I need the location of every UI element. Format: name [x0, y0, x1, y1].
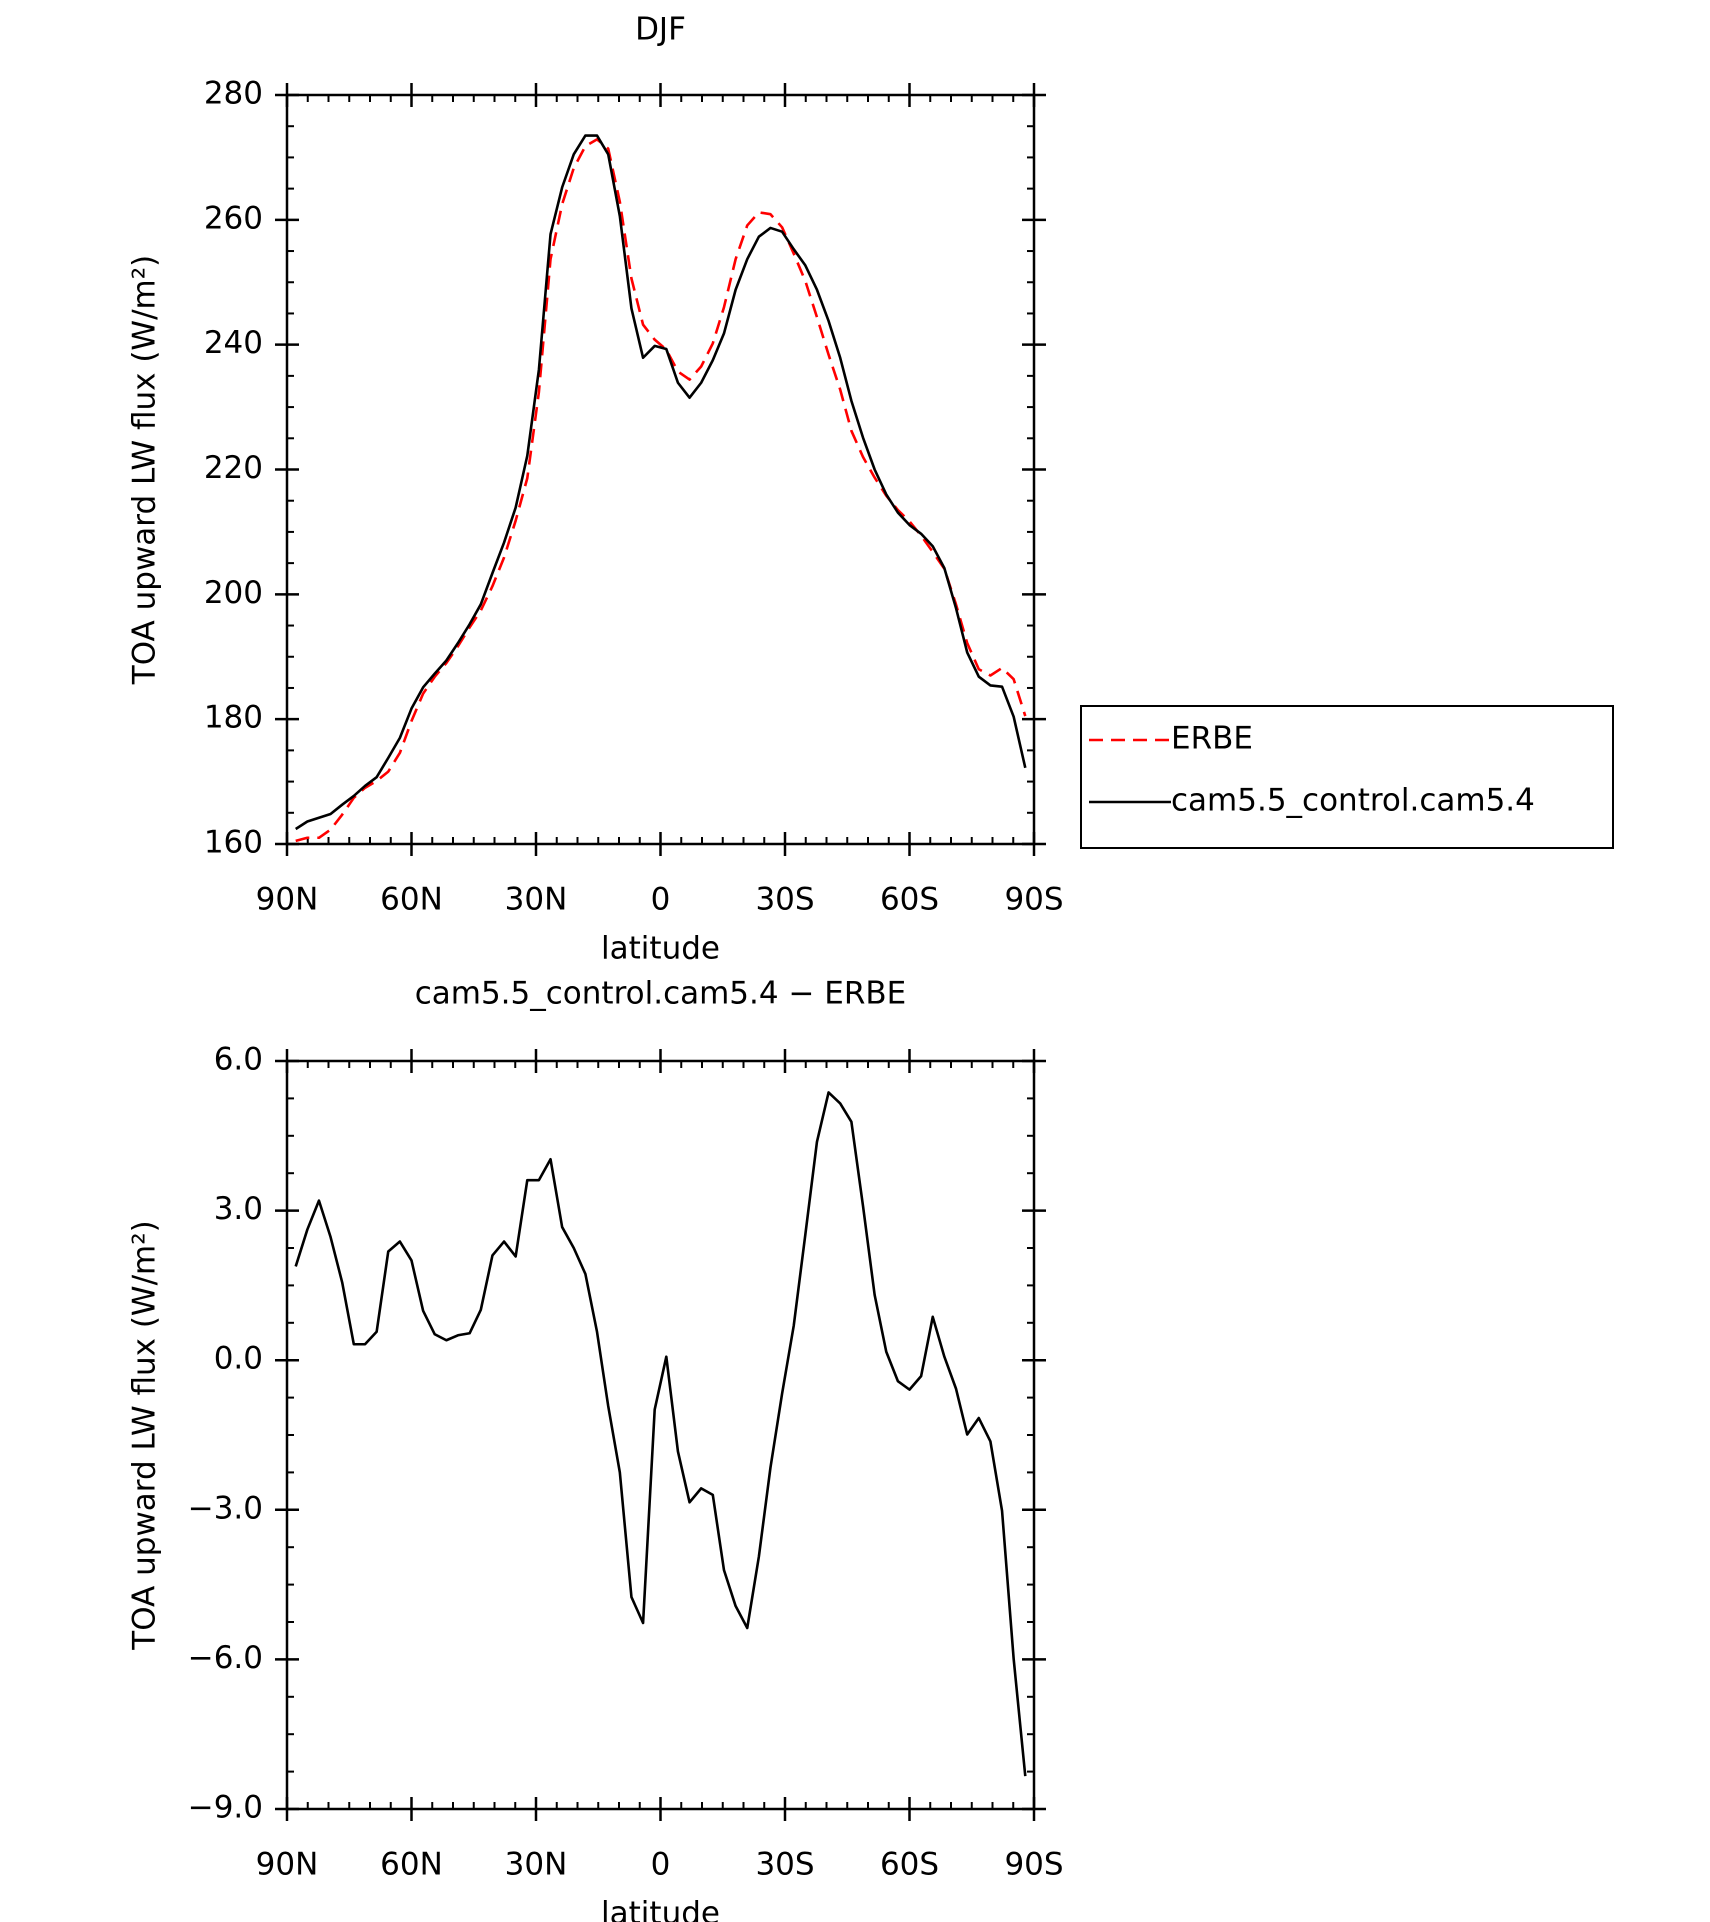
y-tick-label: 220: [204, 450, 263, 486]
data-line: [294, 1091, 1027, 1777]
y-tick-label: 240: [204, 325, 263, 361]
x-tick-label: 30N: [505, 882, 568, 918]
x-axis-label: latitude: [601, 1896, 720, 1922]
y-tick-label: 160: [204, 825, 263, 861]
data-line: [295, 138, 1027, 843]
chart-title: cam5.5_control.cam5.4 − ERBE: [415, 976, 907, 1012]
x-axis-label: latitude: [601, 931, 720, 967]
x-tick-label: 60S: [880, 882, 939, 918]
y-tick-label: 180: [204, 700, 263, 736]
y-axis-label: TOA upward LW flux (W/m²): [127, 255, 163, 685]
y-tick-label: 0.0: [214, 1341, 263, 1377]
y-tick-label: 200: [204, 575, 263, 611]
x-tick-label: 0: [651, 882, 671, 918]
y-tick-label: −6.0: [188, 1640, 263, 1676]
x-tick-label: 30S: [755, 882, 814, 918]
y-tick-label: 6.0: [214, 1042, 263, 1078]
chart-title: DJF: [635, 12, 686, 48]
x-tick-label: 30N: [505, 1847, 568, 1883]
x-tick-label: 90N: [256, 882, 319, 918]
legend-label: ERBE: [1171, 721, 1253, 757]
x-tick-label: 90N: [256, 1847, 319, 1883]
y-axis-label: TOA upward LW flux (W/m²): [127, 1220, 163, 1650]
plot-frame: [285, 93, 1036, 846]
legend-label: cam5.5_control.cam5.4: [1171, 783, 1535, 819]
data-line: [295, 134, 1027, 831]
y-tick-label: −9.0: [188, 1790, 263, 1826]
x-tick-label: 90S: [1004, 882, 1063, 918]
legend-box: [1080, 705, 1614, 849]
y-tick-label: 280: [204, 76, 263, 112]
x-tick-label: 90S: [1004, 1847, 1063, 1883]
x-tick-label: 60N: [380, 882, 443, 918]
x-tick-label: 60S: [880, 1847, 939, 1883]
y-tick-label: 260: [204, 200, 263, 236]
x-tick-label: 60N: [380, 1847, 443, 1883]
y-tick-label: −3.0: [188, 1490, 263, 1526]
y-tick-label: 3.0: [214, 1191, 263, 1227]
x-tick-label: 0: [651, 1847, 671, 1883]
x-tick-label: 30S: [755, 1847, 814, 1883]
plot-frame: [285, 1059, 1036, 1811]
